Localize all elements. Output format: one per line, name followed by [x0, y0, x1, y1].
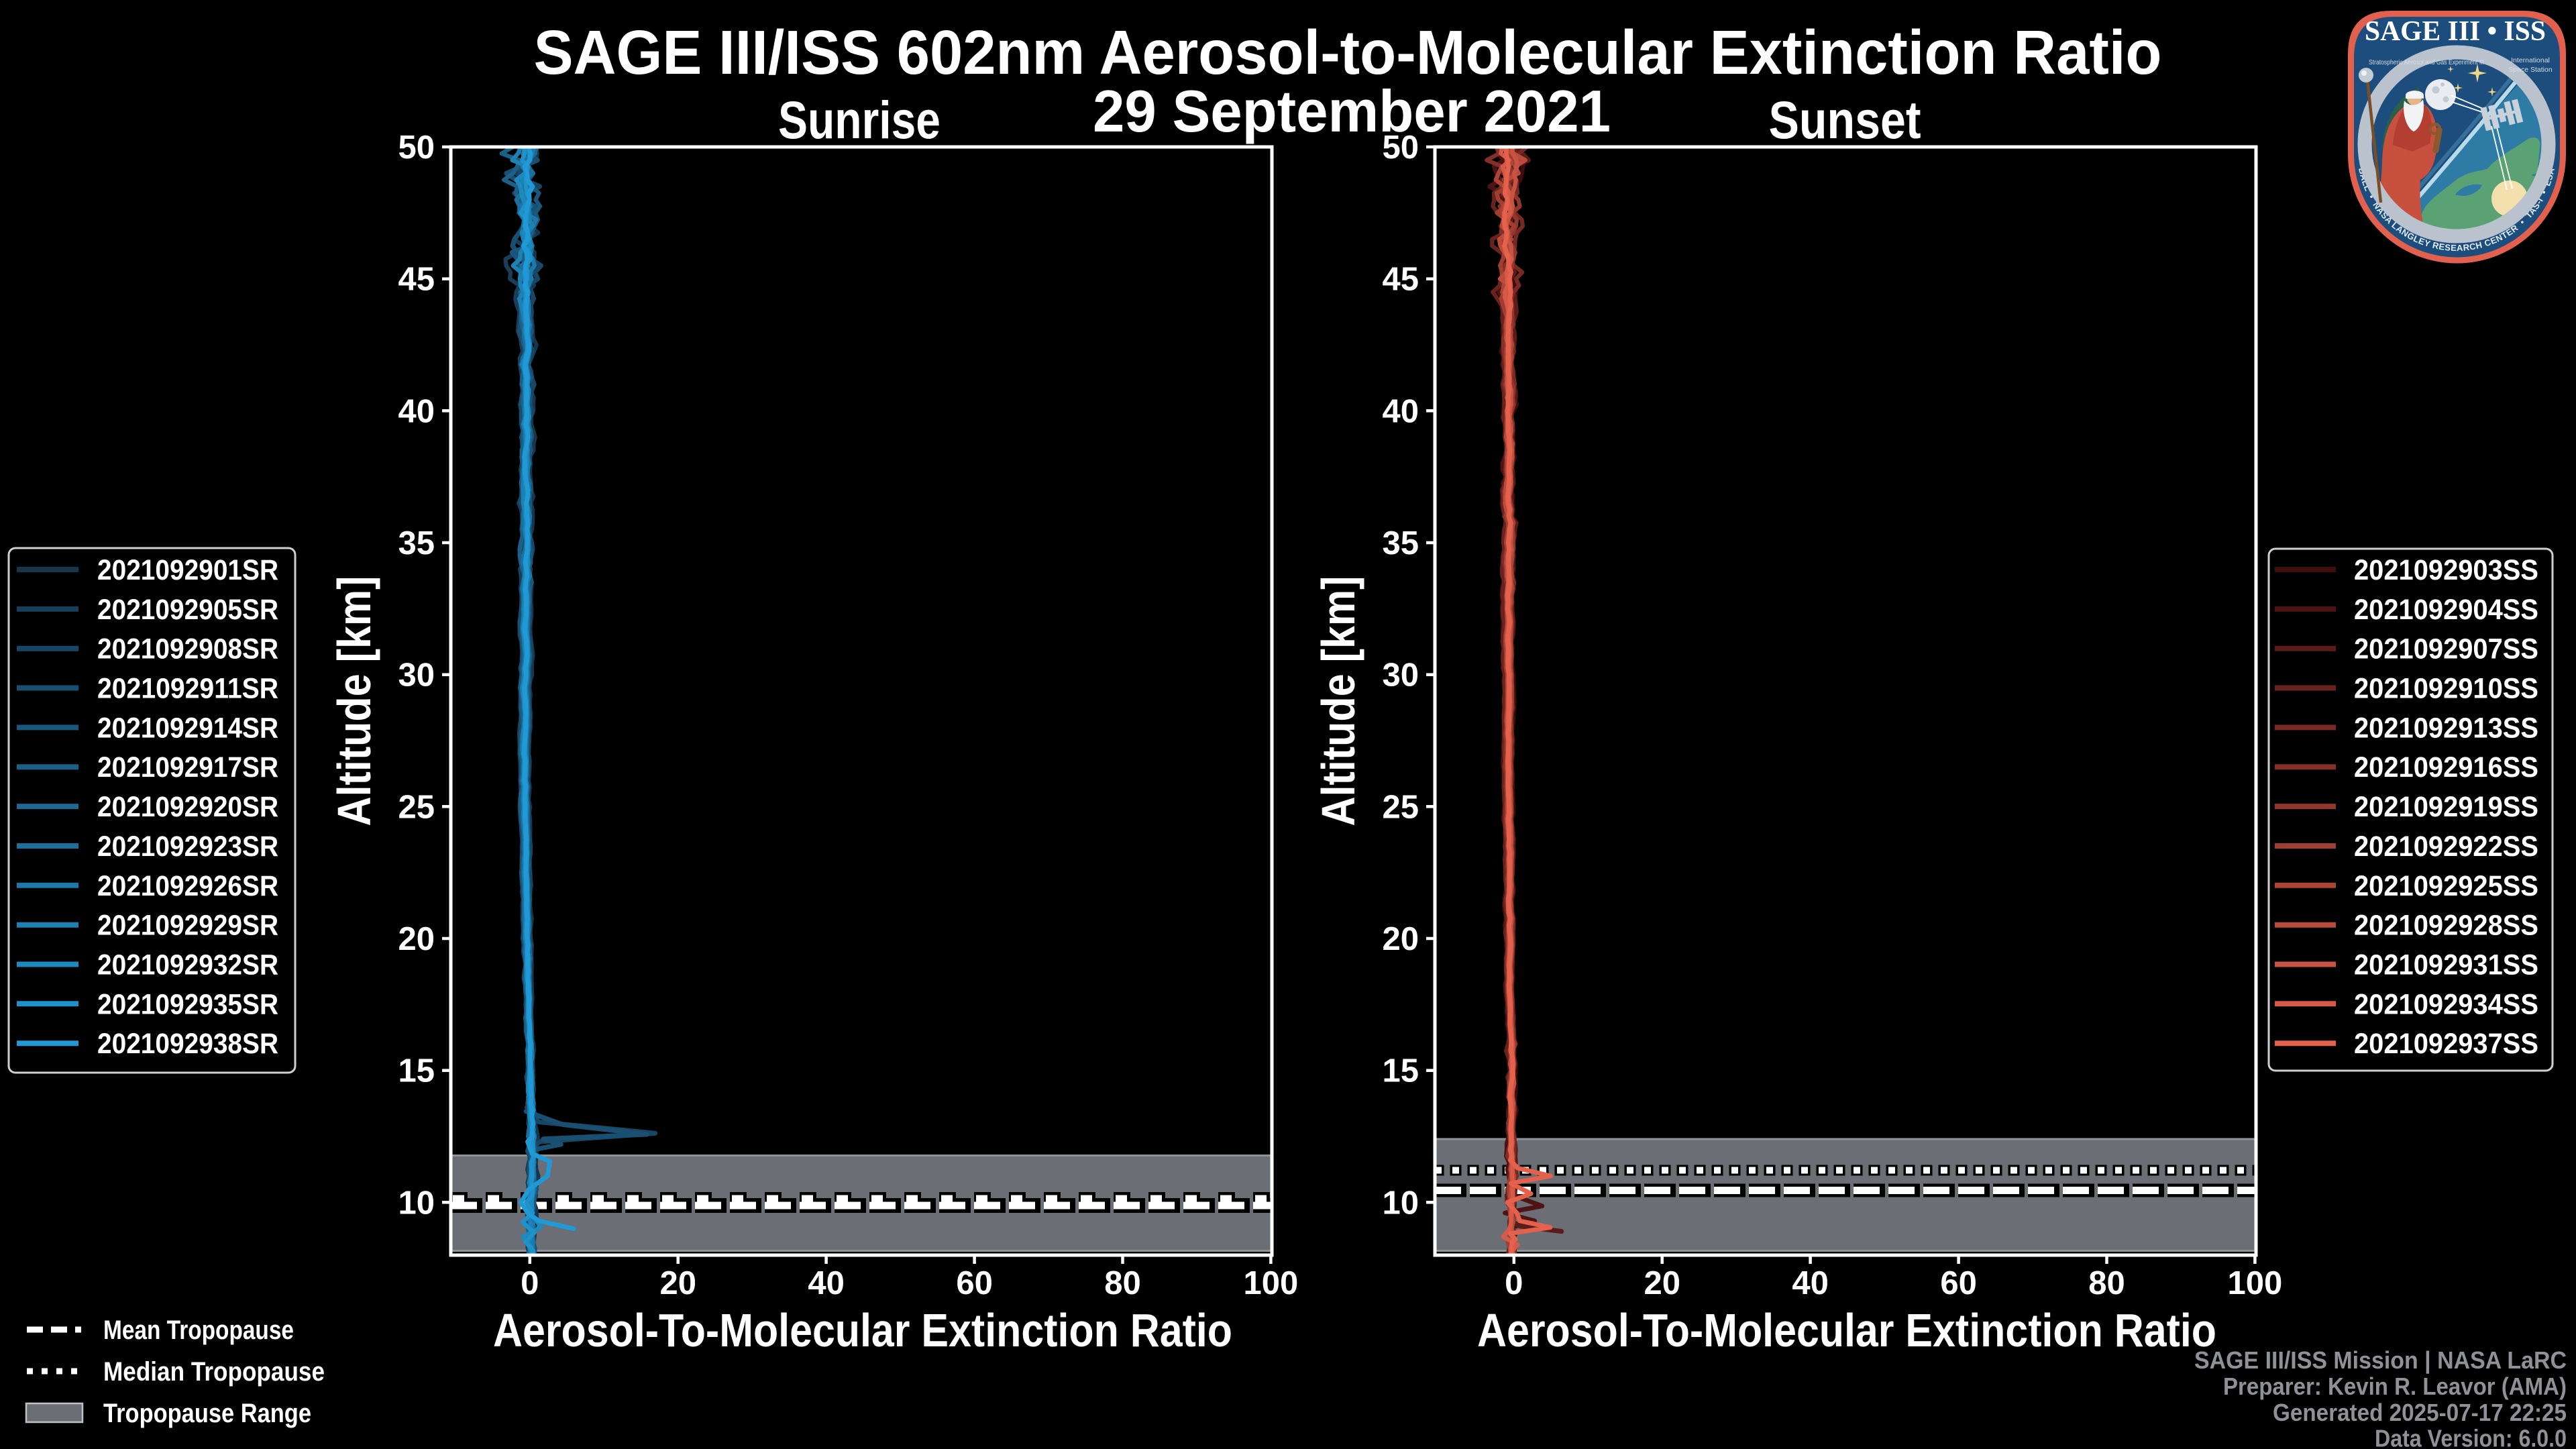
- svg-text:Sunset: Sunset: [1769, 90, 1921, 150]
- svg-text:2021092931SS: 2021092931SS: [2354, 949, 2538, 981]
- svg-text:2021092929SR: 2021092929SR: [97, 910, 278, 942]
- svg-text:2021092916SS: 2021092916SS: [2354, 751, 2538, 784]
- svg-text:Altitude [km]: Altitude [km]: [328, 576, 380, 826]
- svg-text:Generated 2025-07-17 22:25: Generated 2025-07-17 22:25: [2273, 1399, 2567, 1426]
- svg-text:International: International: [2511, 56, 2550, 64]
- svg-text:2021092934SS: 2021092934SS: [2354, 988, 2538, 1020]
- svg-text:40: 40: [398, 393, 435, 429]
- svg-text:0: 0: [521, 1265, 539, 1301]
- svg-text:60: 60: [1940, 1265, 1977, 1301]
- svg-text:2021092937SS: 2021092937SS: [2354, 1028, 2538, 1060]
- svg-text:Mean Tropopause: Mean Tropopause: [103, 1316, 294, 1345]
- svg-text:2021092913SS: 2021092913SS: [2354, 712, 2538, 744]
- svg-text:50: 50: [1382, 129, 1419, 166]
- svg-text:2021092907SS: 2021092907SS: [2354, 633, 2538, 665]
- svg-text:Sunrise: Sunrise: [778, 90, 941, 150]
- svg-text:2021092932SR: 2021092932SR: [97, 949, 278, 981]
- svg-text:45: 45: [1382, 262, 1419, 298]
- svg-text:2021092923SR: 2021092923SR: [97, 830, 278, 863]
- svg-text:80: 80: [2088, 1265, 2125, 1301]
- svg-text:2021092926SR: 2021092926SR: [97, 870, 278, 902]
- svg-text:20: 20: [659, 1265, 696, 1301]
- svg-text:35: 35: [1382, 525, 1419, 561]
- svg-text:30: 30: [1382, 657, 1419, 694]
- svg-text:20: 20: [398, 921, 435, 957]
- svg-text:15: 15: [1382, 1053, 1419, 1089]
- svg-text:2021092908SR: 2021092908SR: [97, 633, 278, 665]
- svg-text:2021092901SR: 2021092901SR: [97, 554, 278, 586]
- svg-text:2021092925SS: 2021092925SS: [2354, 870, 2538, 902]
- svg-text:2021092914SR: 2021092914SR: [97, 712, 278, 744]
- svg-text:25: 25: [1382, 789, 1419, 825]
- svg-text:2021092917SR: 2021092917SR: [97, 751, 278, 784]
- svg-text:2021092910SS: 2021092910SS: [2354, 673, 2538, 705]
- svg-text:29 September 2021: 29 September 2021: [1093, 78, 1611, 144]
- svg-text:SAGE III/ISS 602nm Aerosol-to-: SAGE III/ISS 602nm Aerosol-to-Molecular …: [534, 17, 2162, 87]
- svg-text:35: 35: [398, 525, 435, 561]
- svg-text:2021092911SR: 2021092911SR: [97, 673, 278, 705]
- svg-text:Tropopause Range: Tropopause Range: [103, 1399, 311, 1428]
- svg-text:2021092919SS: 2021092919SS: [2354, 791, 2538, 823]
- svg-text:2021092938SR: 2021092938SR: [97, 1028, 278, 1060]
- svg-text:2021092922SS: 2021092922SS: [2354, 830, 2538, 863]
- svg-text:Space Station: Space Station: [2508, 66, 2553, 74]
- svg-text:10: 10: [398, 1185, 435, 1221]
- svg-text:Altitude [km]: Altitude [km]: [1312, 576, 1364, 826]
- svg-text:Stratospheric Aerosol and Gas: Stratospheric Aerosol and Gas Experiment…: [2369, 58, 2484, 66]
- svg-text:80: 80: [1104, 1265, 1141, 1301]
- svg-text:Median Tropopause: Median Tropopause: [103, 1357, 325, 1387]
- svg-text:45: 45: [398, 262, 435, 298]
- svg-text:40: 40: [808, 1265, 845, 1301]
- svg-text:20: 20: [1644, 1265, 1680, 1301]
- svg-text:50: 50: [398, 129, 435, 166]
- svg-text:10: 10: [1382, 1185, 1419, 1221]
- svg-text:100: 100: [2228, 1265, 2283, 1301]
- svg-text:0: 0: [1505, 1265, 1523, 1301]
- svg-text:Aerosol-To-Molecular Extinctio: Aerosol-To-Molecular Extinction Ratio: [493, 1304, 1232, 1356]
- svg-text:Aerosol-To-Molecular Extinctio: Aerosol-To-Molecular Extinction Ratio: [1477, 1304, 2216, 1356]
- svg-text:2021092903SS: 2021092903SS: [2354, 554, 2538, 586]
- svg-text:2021092905SR: 2021092905SR: [97, 594, 278, 626]
- svg-text:Preparer: Kevin R. Leavor (AMA: Preparer: Kevin R. Leavor (AMA): [2223, 1373, 2567, 1400]
- svg-text:2021092935SR: 2021092935SR: [97, 988, 278, 1020]
- svg-text:40: 40: [1382, 393, 1419, 429]
- svg-text:25: 25: [398, 789, 435, 825]
- svg-text:15: 15: [398, 1053, 435, 1089]
- svg-text:20: 20: [1382, 921, 1419, 957]
- svg-text:SAGE III • ISS: SAGE III • ISS: [2365, 16, 2546, 47]
- svg-text:SAGE III/ISS Mission | NASA La: SAGE III/ISS Mission | NASA LaRC: [2194, 1346, 2567, 1375]
- svg-text:30: 30: [398, 657, 435, 694]
- svg-text:2021092928SS: 2021092928SS: [2354, 910, 2538, 942]
- svg-text:2021092904SS: 2021092904SS: [2354, 594, 2538, 626]
- svg-text:60: 60: [956, 1265, 993, 1301]
- svg-text:40: 40: [1792, 1265, 1829, 1301]
- svg-text:2021092920SR: 2021092920SR: [97, 791, 278, 823]
- svg-text:100: 100: [1244, 1265, 1299, 1301]
- svg-text:Data Version: 6.0.0: Data Version: 6.0.0: [2375, 1425, 2567, 1449]
